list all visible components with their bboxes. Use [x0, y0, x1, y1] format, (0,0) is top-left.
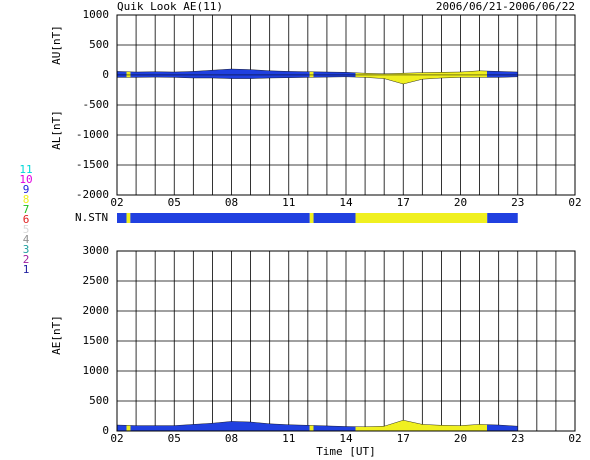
x-tick-label: 17	[397, 196, 410, 209]
plot-frame	[116, 250, 576, 432]
station-segment	[117, 213, 127, 223]
legend-entry: 10	[19, 173, 32, 186]
station-segment	[313, 213, 356, 223]
y-tick-label: 3000	[83, 244, 110, 257]
x-tick-label: 11	[282, 432, 295, 445]
y-tick-label: 0	[102, 68, 109, 81]
station-segment	[309, 213, 314, 223]
y-tick-label: -1500	[76, 158, 109, 171]
y-tick-label: 1500	[83, 334, 110, 347]
x-axis-label: Time [UT]	[316, 445, 376, 458]
y-tick-label: -2000	[76, 188, 109, 201]
legend-entry: 1	[23, 263, 30, 276]
chart-title: Quik Look AE(11)	[117, 0, 223, 13]
y-tick-label: -1000	[76, 128, 109, 141]
station-segment	[126, 213, 131, 223]
y-tick-label: 500	[89, 38, 109, 51]
y-tick-label: 2000	[83, 304, 110, 317]
legend-entry: 9	[23, 183, 30, 196]
legend-entry: 3	[23, 243, 30, 256]
x-tick-label: 02	[568, 196, 581, 209]
x-tick-label: 08	[225, 432, 238, 445]
y-tick-label: -500	[83, 98, 110, 111]
y-axis-label: AU[nT]	[50, 25, 63, 65]
x-tick-label: 20	[454, 432, 467, 445]
area	[116, 419, 518, 432]
legend-entry: 5	[23, 223, 30, 236]
x-tick-label: 05	[168, 432, 181, 445]
x-tick-label: 02	[110, 196, 123, 209]
area	[116, 74, 518, 85]
station-segment	[355, 213, 488, 223]
station-segment	[130, 213, 310, 223]
legend-entry: 2	[23, 253, 30, 266]
legend-entry: 7	[23, 203, 30, 216]
y-tick-label: 0	[102, 424, 109, 437]
x-tick-label: 11	[282, 196, 295, 209]
y-tick-label: 500	[89, 394, 109, 407]
y-tick-label: 1000	[83, 8, 110, 21]
y-axis-label: AE[nT]	[50, 315, 63, 355]
x-tick-label: 05	[168, 196, 181, 209]
x-tick-label: 08	[225, 196, 238, 209]
x-tick-label: 23	[511, 196, 524, 209]
x-tick-label: 14	[339, 196, 353, 209]
legend-entry: 8	[23, 193, 30, 206]
x-tick-label: 14	[339, 432, 353, 445]
x-tick-label: 02	[110, 432, 123, 445]
y-axis-label: AL[nT]	[50, 110, 63, 150]
legend-entry: 4	[23, 233, 30, 246]
plot-frame	[116, 14, 576, 196]
y-tick-label: 1000	[83, 364, 110, 377]
x-tick-label: 02	[568, 432, 581, 445]
x-tick-label: 20	[454, 196, 467, 209]
station-segment	[487, 213, 518, 223]
date-range: 2006/06/21-2006/06/22	[436, 0, 575, 13]
x-tick-label: 17	[397, 432, 410, 445]
legend-entry: 6	[23, 213, 30, 226]
x-tick-label: 23	[511, 432, 524, 445]
stations-label: N.STN	[75, 211, 108, 224]
legend-entry: 11	[19, 163, 32, 176]
area	[116, 68, 518, 76]
y-tick-label: 2500	[83, 274, 110, 287]
